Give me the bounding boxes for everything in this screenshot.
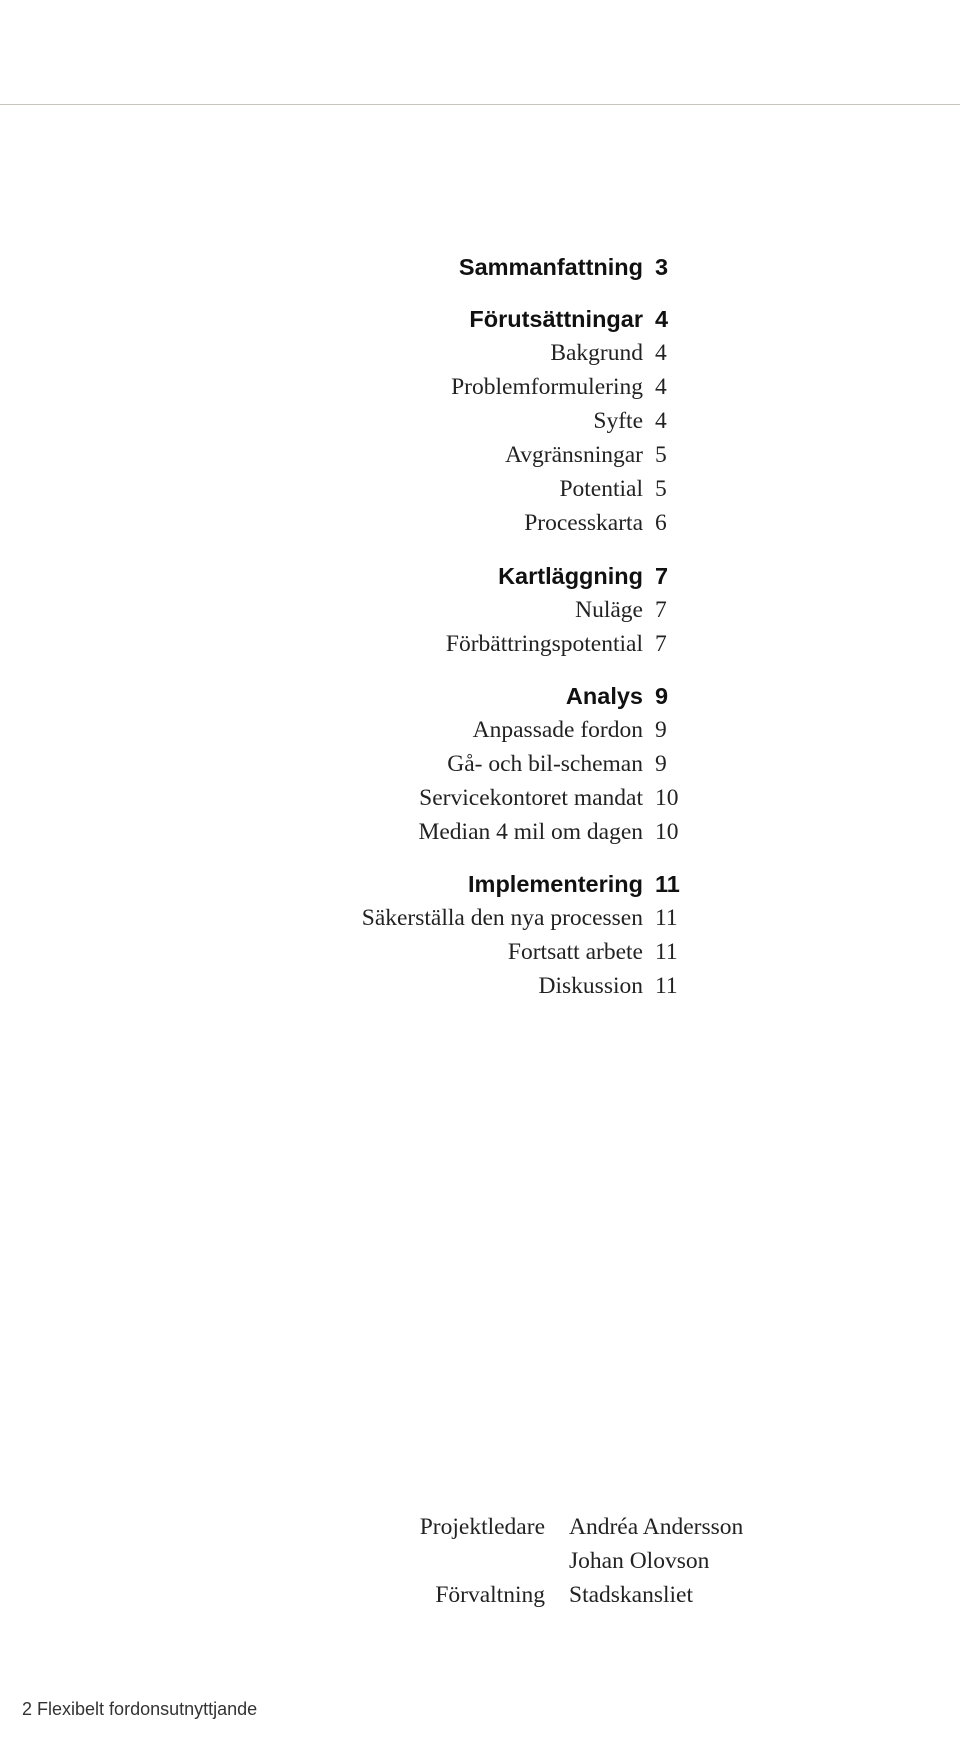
toc-item-label: Gå- och bil-scheman xyxy=(447,747,643,781)
credits-block: Projektledare Andréa Andersson Johan Olo… xyxy=(145,1510,805,1612)
footer-title: Flexibelt fordonsutnyttjande xyxy=(37,1699,257,1719)
page-footer: 2 Flexibelt fordonsutnyttjande xyxy=(22,1699,257,1720)
toc-item-page: 7 xyxy=(643,593,705,627)
toc-item-label: Diskussion xyxy=(539,969,643,1003)
toc-heading: Sammanfattning 3 xyxy=(145,250,705,284)
toc-item: Diskussion 11 xyxy=(145,969,705,1003)
toc-item-page: 6 xyxy=(643,506,705,540)
toc-item-page: 5 xyxy=(643,438,705,472)
toc-item-label: Servicekontoret mandat xyxy=(419,781,643,815)
toc-item: Nuläge 7 xyxy=(145,593,705,627)
toc-item-page: 7 xyxy=(643,627,705,661)
toc-heading-label: Kartläggning xyxy=(498,559,643,593)
toc-heading: Implementering 11 xyxy=(145,867,705,901)
toc-item-label: Säkerställa den nya processen xyxy=(362,901,643,935)
toc-item-label: Förbättringspotential xyxy=(446,627,643,661)
toc-item-label: Median 4 mil om dagen xyxy=(418,815,643,849)
toc-item-label: Potential xyxy=(559,472,643,506)
toc-item-page: 11 xyxy=(643,901,705,935)
page: Sammanfattning 3 Förutsättningar 4 Bakgr… xyxy=(0,0,960,1754)
credit-row: Projektledare Andréa Andersson xyxy=(145,1510,805,1544)
toc-heading-page: 4 xyxy=(643,302,705,336)
footer-page-number: 2 xyxy=(22,1699,32,1719)
toc-item-label: Avgränsningar xyxy=(505,438,643,472)
toc-heading: Analys 9 xyxy=(145,679,705,713)
toc-item-page: 11 xyxy=(643,935,705,969)
credit-name: Johan Olovson xyxy=(569,1544,709,1578)
toc-item-label: Processkarta xyxy=(524,506,643,540)
toc-item: Avgränsningar 5 xyxy=(145,438,705,472)
toc-item-label: Anpassade fordon xyxy=(473,713,643,747)
toc-item: Bakgrund 4 xyxy=(145,336,705,370)
toc-item-label: Nuläge xyxy=(575,593,643,627)
toc-heading-label: Förutsättningar xyxy=(469,302,643,336)
toc-heading-page: 9 xyxy=(643,679,705,713)
toc-heading-label: Analys xyxy=(566,679,643,713)
toc-heading-page: 11 xyxy=(643,867,705,901)
toc-item: Gå- och bil-scheman 9 xyxy=(145,747,705,781)
toc-item-page: 10 xyxy=(643,815,705,849)
toc-item-page: 5 xyxy=(643,472,705,506)
toc-item-label: Problemformulering xyxy=(451,370,643,404)
toc-item-label: Fortsatt arbete xyxy=(508,935,643,969)
credit-role: Projektledare xyxy=(145,1510,569,1544)
toc-item-label: Bakgrund xyxy=(550,336,643,370)
credit-row: Johan Olovson xyxy=(145,1544,805,1578)
toc-item-page: 4 xyxy=(643,404,705,438)
toc-item-page: 4 xyxy=(643,370,705,404)
toc-item: Median 4 mil om dagen 10 xyxy=(145,815,705,849)
toc-item-page: 4 xyxy=(643,336,705,370)
toc-item-page: 11 xyxy=(643,969,705,1003)
toc-item: Problemformulering 4 xyxy=(145,370,705,404)
toc-item: Servicekontoret mandat 10 xyxy=(145,781,705,815)
toc-item-page: 10 xyxy=(643,781,705,815)
toc-item: Anpassade fordon 9 xyxy=(145,713,705,747)
toc-item: Potential 5 xyxy=(145,472,705,506)
toc-item: Fortsatt arbete 11 xyxy=(145,935,705,969)
toc-item: Processkarta 6 xyxy=(145,506,705,540)
toc-heading-page: 3 xyxy=(643,250,705,284)
table-of-contents: Sammanfattning 3 Förutsättningar 4 Bakgr… xyxy=(145,250,705,1003)
toc-heading: Kartläggning 7 xyxy=(145,559,705,593)
toc-heading-page: 7 xyxy=(643,559,705,593)
toc-heading-label: Sammanfattning xyxy=(459,250,643,284)
toc-gap xyxy=(145,284,705,302)
toc-heading: Förutsättningar 4 xyxy=(145,302,705,336)
toc-heading-label: Implementering xyxy=(468,867,643,901)
toc-gap xyxy=(145,849,705,867)
toc-item: Förbättringspotential 7 xyxy=(145,627,705,661)
credit-role: Förvaltning xyxy=(145,1578,569,1612)
credit-row: Förvaltning Stadskansliet xyxy=(145,1578,805,1612)
toc-item: Säkerställa den nya processen 11 xyxy=(145,901,705,935)
toc-item-page: 9 xyxy=(643,747,705,781)
toc-item-label: Syfte xyxy=(593,404,643,438)
toc-gap xyxy=(145,541,705,559)
top-rule xyxy=(0,104,960,105)
credit-role xyxy=(145,1544,569,1578)
toc-item-page: 9 xyxy=(643,713,705,747)
toc-item: Syfte 4 xyxy=(145,404,705,438)
credit-name: Stadskansliet xyxy=(569,1578,693,1612)
credit-name: Andréa Andersson xyxy=(569,1510,743,1544)
toc-gap xyxy=(145,661,705,679)
